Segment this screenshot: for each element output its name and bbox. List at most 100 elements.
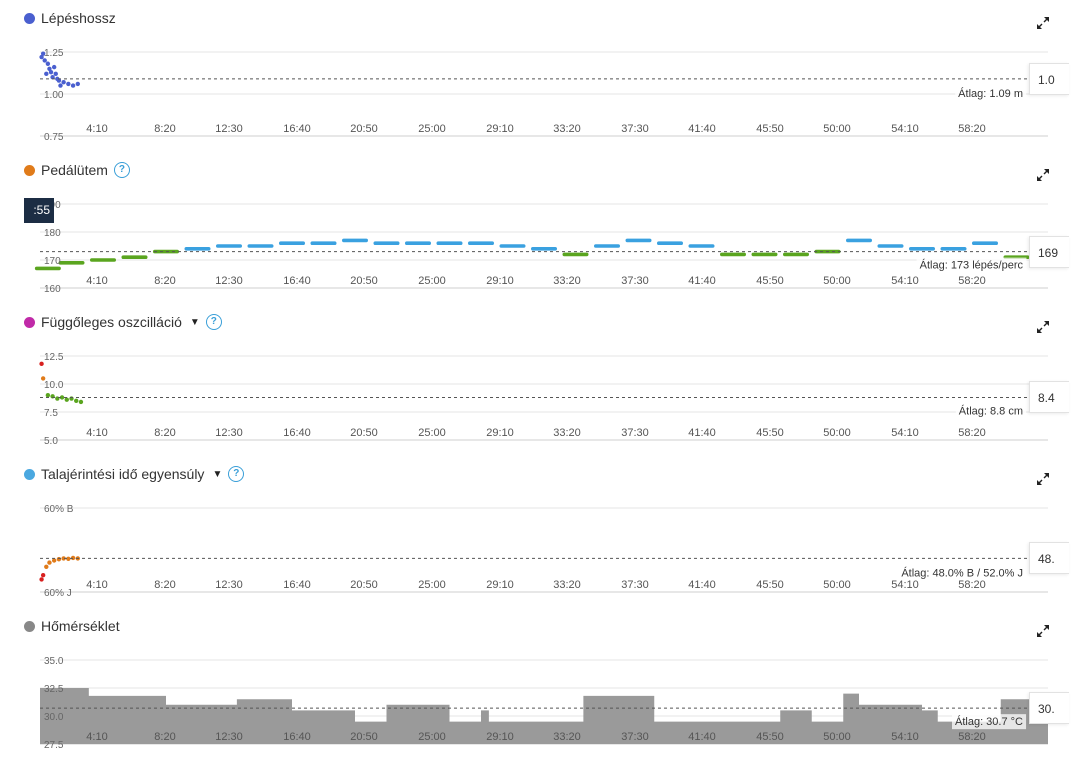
x-tick-label: 58:20 [958,123,986,135]
data-point [90,258,116,262]
x-tick-label: 12:30 [215,579,243,591]
data-point [58,261,85,265]
data-point [47,560,52,565]
data-point [34,266,61,271]
current-value-flag: 169 [1029,235,1069,268]
average-label: Átlag: 1.09 m [958,87,1023,100]
x-tick-label: 58:20 [958,731,986,743]
chart-cadence: 1901801701604:108:2012:3016:4020:5025:00… [34,200,1048,295]
data-point [405,241,431,245]
expand-icon[interactable] [1036,168,1050,182]
x-tick-label: 45:50 [756,123,784,135]
data-point [436,241,463,245]
y-tick-label: 60% J [44,588,72,599]
legend-dot-icon [24,12,35,24]
help-icon[interactable]: ? [228,466,245,482]
panel-vo: Függőleges oszcilláció ▼? [0,304,1082,456]
x-tick-label: 50:00 [823,427,851,439]
x-tick-label: 8:20 [154,427,175,439]
metric-dropdown-caret-icon[interactable]: ▼ [189,316,200,328]
x-tick-label: 25:00 [418,275,446,287]
data-point [625,238,652,243]
y-tick-label: 160 [44,284,61,295]
panel-temp: Hőmérséklet [0,608,1082,760]
x-tick-label: 37:30 [621,275,649,287]
y-tick-label: 12.5 [44,352,64,363]
x-tick-label: 33:20 [553,579,581,591]
x-tick-label: 25:00 [418,731,446,743]
x-tick-label: 4:10 [86,427,107,439]
x-tick-label: 20:50 [350,731,378,743]
data-point [51,64,57,70]
data-point [39,54,44,60]
data-point [59,395,65,400]
chart-temp: 35.0 32.5 30.0 27.5 4:10 8:20 12:30 16:40 20:50 2… [40,656,1048,751]
x-tick-label: 25:00 [418,427,446,439]
current-value-flag: 30. [1029,692,1069,725]
data-point [50,75,55,80]
data-point [657,241,683,245]
data-point [74,398,79,403]
help-icon[interactable]: ? [205,314,222,330]
data-point [75,81,81,87]
panel-title: Függőleges oszcilláció [41,314,182,330]
x-tick-label: 16:40 [283,275,311,287]
x-tick-label: 58:20 [958,275,986,287]
chart-gct: 60% B 60% J 4:10 8:20 12:30 16:40 20:50 25:00 29… [39,504,1048,599]
data-point [940,247,967,251]
panel-title: Talajérintési idő egyensúly [41,466,205,482]
panel-title-row: Talajérintési idő egyensúly ▼? [24,466,245,482]
x-tick-label: 16:40 [283,731,311,743]
data-point [45,393,51,398]
x-tick-label: 33:20 [553,731,581,743]
y-tick-label: 7.5 [44,408,58,419]
metric-dropdown-caret-icon[interactable]: ▼ [212,468,223,480]
help-icon[interactable]: ? [113,162,130,178]
x-tick-label: 25:00 [418,579,446,591]
x-tick-label: 4:10 [86,731,107,743]
x-tick-label: 4:10 [86,275,107,287]
x-tick-label: 29:10 [486,275,514,287]
panel-stride: Lépéshossz [0,0,1082,152]
x-tick-label: 58:20 [958,579,986,591]
x-tick-label: 50:00 [823,275,851,287]
data-point [39,361,44,367]
expand-icon[interactable] [1036,16,1050,30]
data-point [342,238,368,243]
data-point [44,71,49,77]
data-point [66,81,71,87]
x-tick-label: 16:40 [283,579,311,591]
data-point [56,78,62,83]
x-tick-label: 41:40 [688,427,716,439]
x-tick-label: 29:10 [486,579,514,591]
data-point [846,238,872,243]
x-tick-label: 54:10 [891,427,919,439]
expand-icon[interactable] [1036,472,1050,486]
data-point [184,247,211,251]
x-tick-label: 29:10 [486,427,514,439]
x-tick-label: 12:30 [215,275,243,287]
legend-dot-icon [24,164,35,176]
x-tick-label: 45:50 [756,731,784,743]
y-tick-label: 1.25 [44,48,64,59]
x-tick-label: 45:50 [756,275,784,287]
x-tick-label: 54:10 [891,579,919,591]
data-point [972,241,998,245]
y-tick-label: 30.0 [44,712,64,723]
x-tick-label: 12:30 [215,123,243,135]
y-tick-label: 27.5 [44,740,64,751]
panel-gct: Talajérintési idő egyensúly ▼? [0,456,1082,608]
data-point [39,577,44,582]
y-tick-label: 10.0 [44,380,64,391]
data-point [216,244,242,248]
data-point [373,241,400,245]
y-tick-label: 5.0 [44,436,58,447]
x-tick-label: 29:10 [486,731,514,743]
x-tick-label: 4:10 [86,579,107,591]
panel-title: Lépéshossz [41,10,116,26]
expand-icon[interactable] [1036,320,1050,334]
expand-icon[interactable] [1036,624,1050,638]
data-point [61,80,66,85]
y-tick-label: 1.00 [44,90,64,101]
current-value-flag: 1.0 [1029,62,1069,95]
